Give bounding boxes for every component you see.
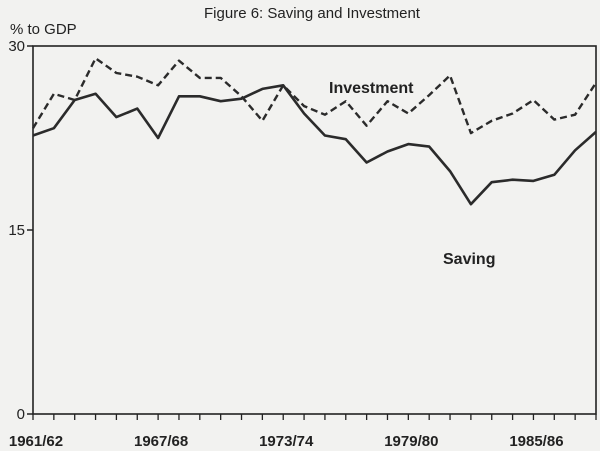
y-axis: 0 15 30 xyxy=(8,38,33,423)
y-tick-label: 15 xyxy=(8,222,25,239)
y-tick-label: 30 xyxy=(8,38,25,55)
x-tick-label: 1967/68 xyxy=(134,433,188,450)
investment-series-line xyxy=(31,57,598,135)
chart-title: Figure 6: Saving and Investment xyxy=(204,5,421,22)
saving-annotation: Saving xyxy=(443,251,495,268)
x-tick-label: 1961/62 xyxy=(9,433,63,450)
investment-annotation: Investment xyxy=(329,80,414,97)
plot-area xyxy=(31,57,598,206)
x-axis: 1961/62 1967/68 1973/74 1979/80 1985/86 xyxy=(9,414,597,450)
saving-series-line xyxy=(32,84,597,206)
x-tick-label: 1973/74 xyxy=(259,433,314,450)
y-tick-label: 0 xyxy=(17,406,25,423)
x-tick-label: 1985/86 xyxy=(509,433,563,450)
plot-frame xyxy=(32,45,597,415)
y-axis-label: % to GDP xyxy=(10,21,77,38)
x-tick-label: 1979/80 xyxy=(384,433,438,450)
